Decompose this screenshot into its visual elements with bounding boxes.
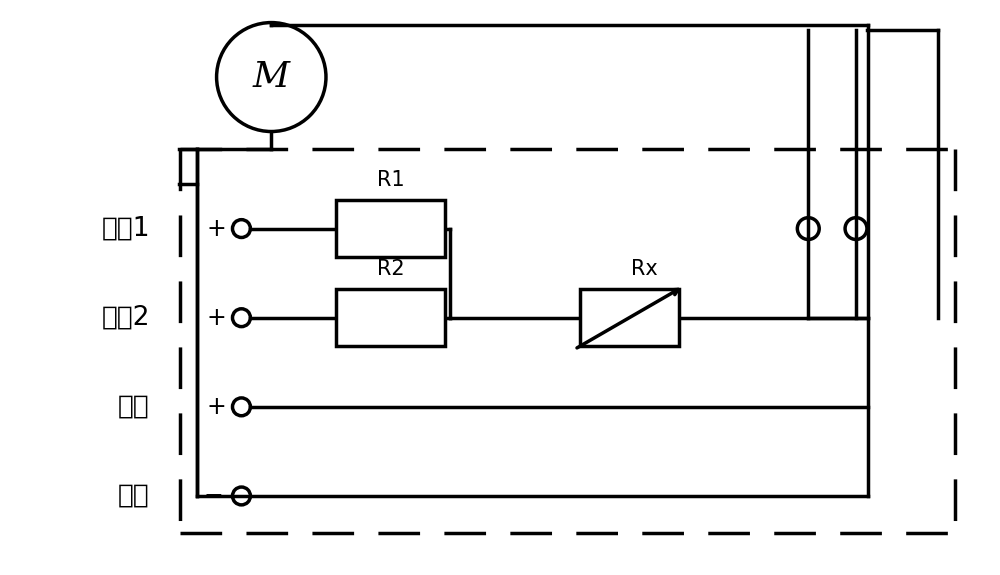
Bar <box>336 289 445 346</box>
Text: 低速1: 低速1 <box>101 216 150 242</box>
Text: R1: R1 <box>377 170 404 190</box>
Text: +: + <box>207 217 226 240</box>
Text: −: − <box>204 484 223 508</box>
Bar <box>336 200 445 257</box>
Text: +: + <box>207 395 226 419</box>
Text: +: + <box>207 306 226 329</box>
Text: 接地: 接地 <box>118 483 150 509</box>
Text: Rx: Rx <box>631 259 658 279</box>
Text: 低速2: 低速2 <box>101 305 150 331</box>
Bar <box>580 289 679 346</box>
Text: 高速: 高速 <box>118 394 150 420</box>
Text: R2: R2 <box>377 259 404 279</box>
Text: M: M <box>253 60 290 94</box>
